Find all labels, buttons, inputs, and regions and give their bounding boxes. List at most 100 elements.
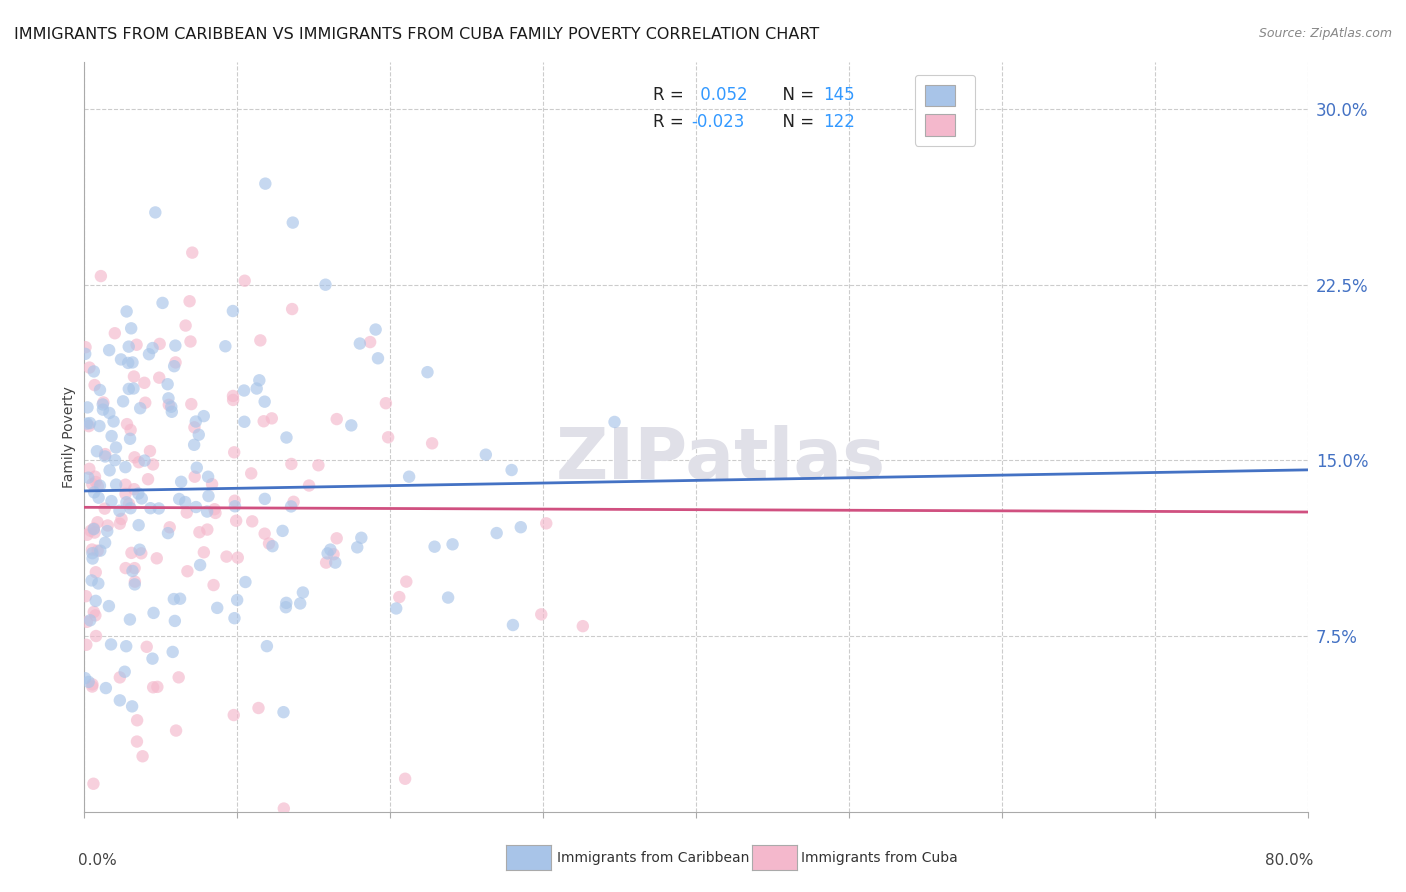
Point xyxy=(115,639,138,653)
Point xyxy=(89,478,111,492)
Point xyxy=(127,486,149,500)
Point xyxy=(204,506,226,520)
Point xyxy=(89,419,111,434)
Point xyxy=(124,450,146,465)
Point xyxy=(475,448,498,462)
Point xyxy=(283,495,305,509)
Point xyxy=(340,418,363,433)
Point xyxy=(163,359,186,374)
Point xyxy=(485,526,508,541)
Point xyxy=(254,177,277,191)
Text: N =: N = xyxy=(772,86,820,103)
Point xyxy=(184,500,207,514)
Point xyxy=(256,639,278,653)
Point xyxy=(179,334,201,349)
Point xyxy=(79,462,101,476)
Point xyxy=(325,531,347,545)
Point xyxy=(118,382,141,396)
Point xyxy=(134,453,156,467)
Point xyxy=(374,396,396,410)
Point xyxy=(131,749,153,764)
Text: Source: ZipAtlas.com: Source: ZipAtlas.com xyxy=(1258,27,1392,40)
Point xyxy=(104,453,127,467)
Legend: , : , xyxy=(915,75,976,145)
Point xyxy=(215,549,238,564)
Point xyxy=(183,420,205,434)
Point xyxy=(420,436,443,450)
Point xyxy=(214,339,236,353)
Point xyxy=(253,394,276,409)
Point xyxy=(82,546,104,560)
Point xyxy=(364,322,387,336)
Point xyxy=(349,336,371,351)
Point xyxy=(187,427,209,442)
Point xyxy=(350,531,373,545)
Point xyxy=(359,334,381,349)
Point xyxy=(118,497,141,511)
Point xyxy=(94,450,117,464)
Point xyxy=(124,561,146,575)
Point xyxy=(156,377,179,392)
Point xyxy=(224,445,246,459)
Point xyxy=(120,546,142,560)
Point xyxy=(120,321,142,335)
Point xyxy=(96,524,118,538)
Point xyxy=(141,651,163,665)
Text: IMMIGRANTS FROM CARIBBEAN VS IMMIGRANTS FROM CUBA FAMILY POVERTY CORRELATION CHA: IMMIGRANTS FROM CARIBBEAN VS IMMIGRANTS … xyxy=(14,27,820,42)
Text: R =: R = xyxy=(654,86,689,103)
Point xyxy=(77,471,100,485)
Point xyxy=(98,343,121,358)
Point xyxy=(87,491,110,505)
Point xyxy=(105,477,128,491)
Point xyxy=(110,352,132,367)
Point xyxy=(100,429,122,443)
Point xyxy=(195,504,218,518)
Point xyxy=(139,501,162,516)
Point xyxy=(247,701,270,715)
Point xyxy=(530,607,553,622)
Point xyxy=(83,605,105,619)
Point xyxy=(134,376,156,390)
Point xyxy=(197,489,219,503)
Point xyxy=(138,347,160,361)
Point xyxy=(437,591,460,605)
Point xyxy=(184,415,207,429)
Point xyxy=(207,600,229,615)
Text: 80.0%: 80.0% xyxy=(1265,853,1313,868)
Point xyxy=(603,415,626,429)
Point xyxy=(135,640,157,654)
Point xyxy=(108,516,131,531)
Point xyxy=(142,458,165,472)
Text: Immigrants from Caribbean: Immigrants from Caribbean xyxy=(557,851,749,865)
Point xyxy=(157,392,180,406)
Point xyxy=(163,592,186,607)
Point xyxy=(509,520,531,534)
Point xyxy=(291,585,314,599)
Point xyxy=(114,477,136,491)
Point xyxy=(105,441,128,455)
Point xyxy=(77,674,100,689)
Point xyxy=(183,438,205,452)
Point xyxy=(115,304,138,318)
Point xyxy=(159,520,181,534)
Point xyxy=(201,477,224,491)
Point xyxy=(129,401,152,416)
Point xyxy=(97,599,120,613)
Point xyxy=(226,550,249,565)
Point xyxy=(169,591,191,606)
Point xyxy=(143,205,166,219)
Point xyxy=(163,614,186,628)
Point xyxy=(128,518,150,533)
Point xyxy=(222,392,245,407)
Point xyxy=(181,245,204,260)
Point xyxy=(240,467,263,481)
Point xyxy=(114,561,136,575)
Point xyxy=(146,680,169,694)
Point xyxy=(93,501,115,516)
Point xyxy=(82,777,104,791)
Point xyxy=(124,574,146,589)
Point xyxy=(204,502,226,516)
Point xyxy=(276,430,298,444)
Text: 0.052: 0.052 xyxy=(695,86,748,103)
Point xyxy=(246,382,269,396)
